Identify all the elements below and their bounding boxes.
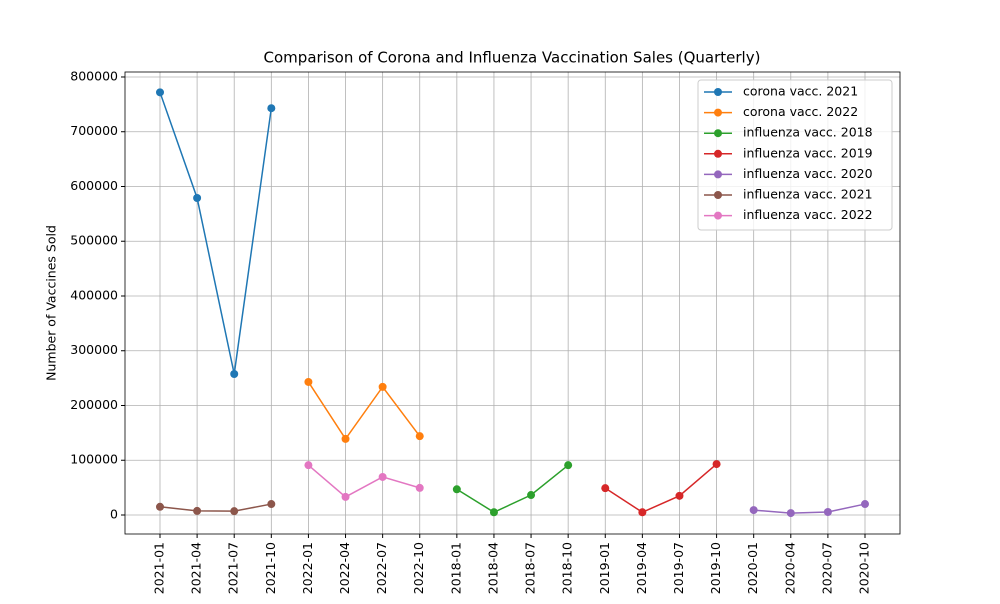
x-tick-label: 2019-01 xyxy=(597,542,612,594)
point xyxy=(786,509,795,518)
x-tick-label: 2020-01 xyxy=(745,542,760,594)
point xyxy=(638,508,647,517)
legend-marker xyxy=(714,129,722,138)
legend: corona vacc. 2021 corona vacc. 2022 influe… xyxy=(697,79,893,231)
y-tick-label: 200000 xyxy=(70,397,118,412)
point xyxy=(452,485,461,494)
point xyxy=(267,500,276,509)
series-line xyxy=(456,464,569,514)
series-line xyxy=(753,503,866,514)
legend-label: influenza vacc. 2021 xyxy=(743,187,873,202)
point xyxy=(675,491,684,500)
x-tick-label: 2022-04 xyxy=(337,542,352,594)
x-tick-label: 2020-04 xyxy=(782,542,797,594)
legend-marker xyxy=(714,211,722,220)
y-tick-label: 300000 xyxy=(70,342,118,357)
point xyxy=(193,506,202,515)
point xyxy=(267,104,276,113)
legend-marker xyxy=(714,88,722,96)
x-tick-label: 2020-10 xyxy=(857,542,872,594)
point xyxy=(601,484,610,493)
point xyxy=(304,377,313,386)
x-tick-label: 2019-04 xyxy=(634,542,649,594)
x-tick-label: 2018-07 xyxy=(523,542,538,594)
point xyxy=(564,461,573,470)
x-tick-label: 2020-07 xyxy=(819,542,834,594)
x-tick-label: 2019-07 xyxy=(671,542,686,594)
point xyxy=(193,193,202,202)
x-tick-label: 2021-01 xyxy=(152,542,167,594)
point xyxy=(415,483,424,492)
legend-label: influenza vacc. 2019 xyxy=(743,145,873,160)
point xyxy=(378,382,387,391)
point xyxy=(489,508,498,517)
x-tick-label: 2022-01 xyxy=(300,542,315,594)
y-tick-label: 500000 xyxy=(70,233,118,248)
point xyxy=(341,434,350,443)
y-tick-label: 100000 xyxy=(70,452,118,467)
point xyxy=(749,506,758,515)
series-line xyxy=(307,464,420,498)
x-tick-label: 2021-04 xyxy=(189,542,204,594)
y-tick-label: 700000 xyxy=(70,123,118,138)
chart-title: Comparison of Corona and Influenza Vacci… xyxy=(264,49,761,67)
point xyxy=(230,507,239,516)
point xyxy=(341,492,350,501)
plot-frame xyxy=(124,71,901,535)
x-tick-label: 2022-07 xyxy=(374,542,389,594)
series-line xyxy=(159,92,273,375)
x-tick-label: 2021-10 xyxy=(263,542,278,594)
legend-label: influenza vacc. 2022 xyxy=(743,207,873,222)
legend-label: corona vacc. 2021 xyxy=(743,84,858,99)
y-axis-label: Number of Vaccines Sold xyxy=(44,225,59,381)
point xyxy=(304,461,313,470)
point xyxy=(156,88,164,97)
point xyxy=(823,507,832,516)
x-tick-label: 2021-07 xyxy=(226,542,241,594)
point xyxy=(230,370,239,379)
point xyxy=(527,491,536,500)
y-tick-label: 400000 xyxy=(70,287,118,302)
x-tick-label: 2018-04 xyxy=(485,542,500,594)
y-tick-label: 600000 xyxy=(70,178,118,193)
point xyxy=(415,432,424,441)
legend-marker xyxy=(714,108,722,117)
x-tick-label: 2022-10 xyxy=(411,542,426,594)
x-tick-label: 2018-01 xyxy=(448,542,463,594)
legend-label: corona vacc. 2022 xyxy=(743,104,858,119)
x-tick-label: 2019-10 xyxy=(708,542,723,594)
legend-label: influenza vacc. 2020 xyxy=(743,166,873,181)
point xyxy=(378,472,387,481)
point xyxy=(861,500,869,509)
point xyxy=(712,460,721,469)
series-line xyxy=(604,463,718,514)
y-tick-label: 0 xyxy=(110,507,118,522)
y-tick-label: 800000 xyxy=(70,68,118,83)
legend-marker xyxy=(714,149,722,158)
series-line xyxy=(159,503,272,512)
legend-marker xyxy=(714,170,722,179)
x-tick-label: 2018-10 xyxy=(560,542,575,594)
legend-label: influenza vacc. 2018 xyxy=(743,125,873,140)
point xyxy=(156,502,164,511)
legend-marker xyxy=(714,191,722,199)
legend-box xyxy=(697,79,893,231)
series-line xyxy=(307,381,421,441)
